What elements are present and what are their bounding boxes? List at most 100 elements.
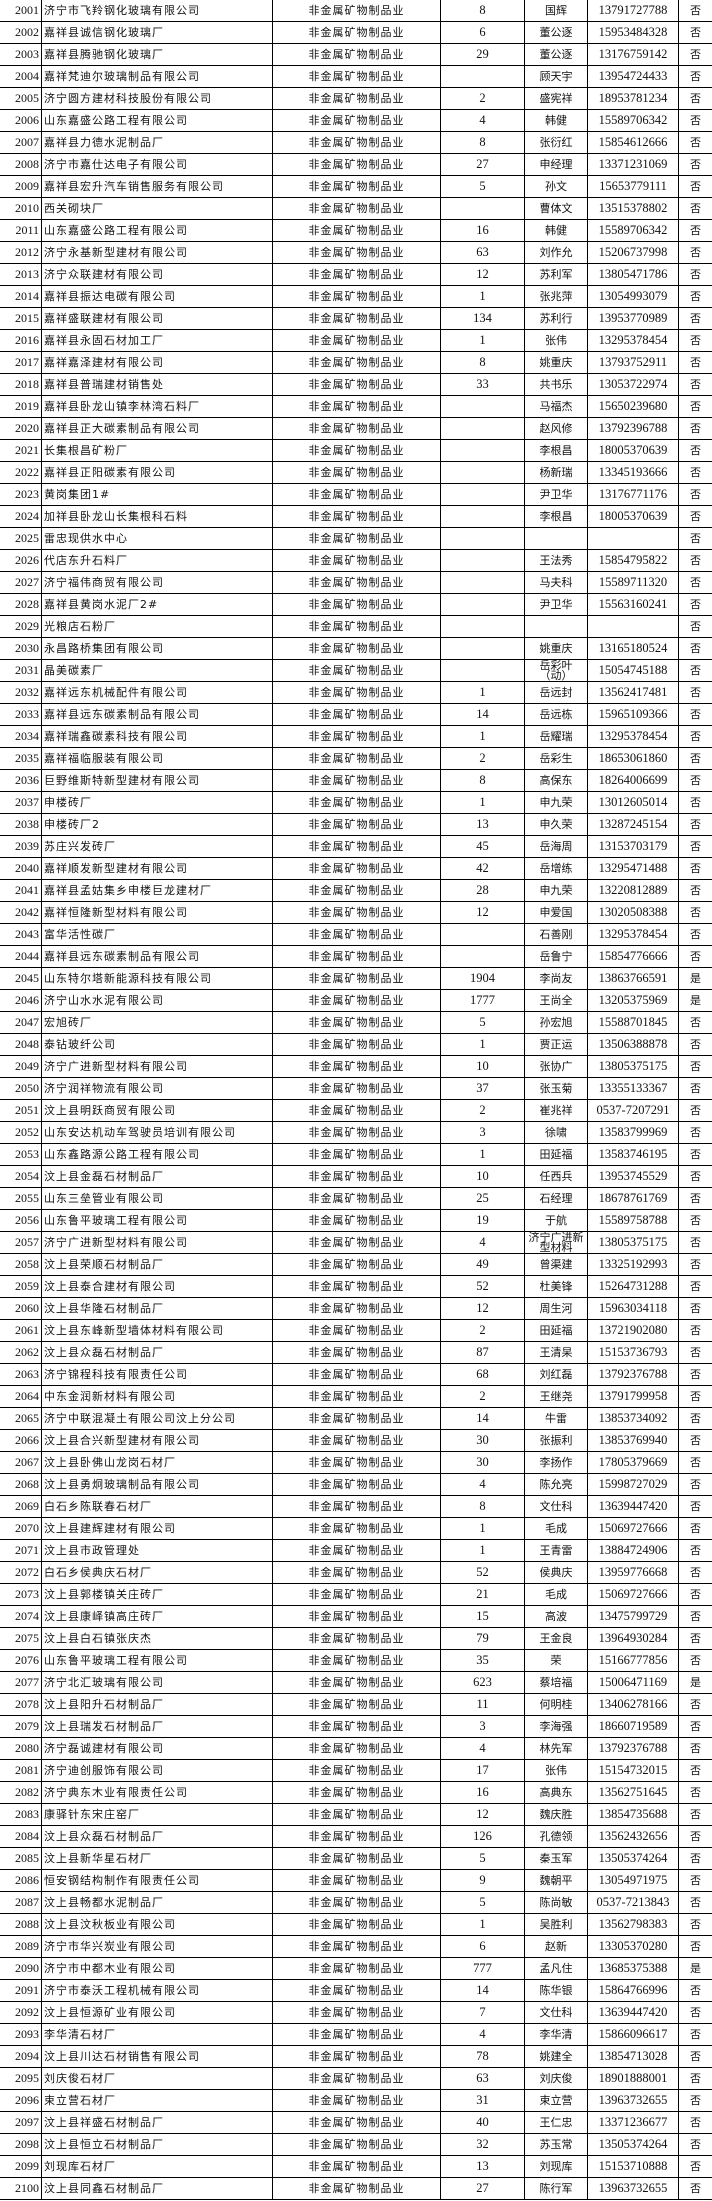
- company-name-cell: 汶上县泰合建材有限公司: [41, 1275, 273, 1298]
- flag-cell: 否: [678, 0, 712, 22]
- company-name-cell: 汶上县众磊石材制品厂: [41, 1825, 273, 1848]
- row-number-cell: 2016: [0, 329, 42, 352]
- industry-cell: 非金属矿物制品业: [272, 1341, 441, 1364]
- flag-cell: 否: [678, 1869, 712, 1892]
- company-name-cell: 加祥县卧龙山长集根科石料: [41, 505, 273, 528]
- company-name-cell: 汶上县汶秋板业有限公司: [41, 1913, 273, 1936]
- phone-cell: 15965109366: [587, 703, 679, 726]
- count-cell: 52: [440, 1561, 525, 1584]
- phone-cell: 13792376788: [587, 1737, 679, 1760]
- row-number-cell: 2093: [0, 2023, 42, 2046]
- table-row: 2031 晶美碳素厂 非金属矿物制品业 岳彩叶（动） 15054745188 否: [0, 659, 712, 682]
- company-name-cell: 济宁福伟商贸有限公司: [41, 571, 273, 594]
- flag-cell: 否: [678, 1627, 712, 1650]
- flag-cell: 否: [678, 2089, 712, 2112]
- industry-cell: 非金属矿物制品业: [272, 1319, 441, 1342]
- row-number-cell: 2067: [0, 1451, 42, 1474]
- company-name-cell: 山东鲁平玻璃工程有限公司: [41, 1649, 273, 1672]
- row-number-cell: 2044: [0, 945, 42, 968]
- phone-cell: 15166777856: [587, 1649, 679, 1672]
- table-row: 2011 山东嘉盛公路工程有限公司 非金属矿物制品业 16 韩健 15589706342 否: [0, 219, 712, 242]
- company-name-cell: 嘉祥县诚信钢化玻璃厂: [41, 21, 273, 44]
- count-cell: 79: [440, 1627, 525, 1650]
- company-name-cell: 汶上县畅都水泥制品厂: [41, 1891, 273, 1914]
- contact-person-cell: 申九荣: [524, 879, 588, 902]
- table-row: 2062 汶上县众磊石材制品厂 非金属矿物制品业 87 王清杲 15153736793 否: [0, 1341, 712, 1364]
- flag-cell: 否: [678, 307, 712, 330]
- flag-cell: 否: [678, 1517, 712, 1540]
- flag-cell: 否: [678, 1715, 712, 1738]
- company-name-cell: 山东三垒管业有限公司: [41, 1187, 273, 1210]
- industry-cell: 非金属矿物制品业: [272, 263, 441, 286]
- flag-cell: 否: [678, 1847, 712, 1870]
- company-name-cell: 济宁市中都木业有限公司: [41, 1957, 273, 1980]
- contact-person-cell: 蔡培福: [524, 1671, 588, 1694]
- count-cell: 28: [440, 879, 525, 902]
- contact-person-cell: 苏利军: [524, 263, 588, 286]
- flag-cell: 否: [678, 1583, 712, 1606]
- row-number-cell: 2018: [0, 373, 42, 396]
- table-row: 2044 嘉祥县远东碳素制品有限公司 非金属矿物制品业 岳鲁宁 15854776666 否: [0, 945, 712, 968]
- phone-cell: 13562751645: [587, 1781, 679, 1804]
- phone-cell: 13854735688: [587, 1803, 679, 1826]
- flag-cell: 否: [678, 263, 712, 286]
- flag-cell: 否: [678, 373, 712, 396]
- count-cell: [440, 417, 525, 440]
- table-row: 2064 中东金润新材料有限公司 非金属矿物制品业 2 王继尧 13791799958 否: [0, 1385, 712, 1408]
- phone-cell: 13805375175: [587, 1231, 679, 1254]
- contact-person-cell: 魏庆胜: [524, 1803, 588, 1826]
- flag-cell: 否: [678, 615, 712, 638]
- industry-cell: 非金属矿物制品业: [272, 1627, 441, 1650]
- contact-person-cell: 申经理: [524, 153, 588, 176]
- count-cell: 777: [440, 1957, 525, 1980]
- table-row: 2053 山东鑫路源公路工程有限公司 非金属矿物制品业 1 田延福 13583746195…: [0, 1143, 712, 1166]
- company-name-cell: 西关砌块厂: [41, 197, 273, 220]
- flag-cell: 是: [678, 1957, 712, 1980]
- row-number-cell: 2085: [0, 1847, 42, 1870]
- row-number-cell: 2019: [0, 395, 42, 418]
- industry-cell: 非金属矿物制品业: [272, 2133, 441, 2156]
- flag-cell: 否: [678, 87, 712, 110]
- industry-cell: 非金属矿物制品业: [272, 1165, 441, 1188]
- company-name-cell: 济宁市嘉仕达电子有限公司: [41, 153, 273, 176]
- industry-cell: 非金属矿物制品业: [272, 1737, 441, 1760]
- industry-cell: 非金属矿物制品业: [272, 87, 441, 110]
- company-name-cell: 汶上县祥盛石材制品厂: [41, 2111, 273, 2134]
- table-row: 2097 汶上县祥盛石材制品厂 非金属矿物制品业 40 王仁忠 13371236677 否: [0, 2111, 712, 2134]
- flag-cell: 否: [678, 1187, 712, 1210]
- table-row: 2024 加祥县卧龙山长集根科石料 非金属矿物制品业 李根昌 18005370639 否: [0, 505, 712, 528]
- contact-person-cell: 共书乐: [524, 373, 588, 396]
- industry-cell: 非金属矿物制品业: [272, 1605, 441, 1628]
- company-name-cell: 嘉祥县振达电碳有限公司: [41, 285, 273, 308]
- contact-person-cell: 王继尧: [524, 1385, 588, 1408]
- phone-cell: [587, 615, 679, 638]
- company-name-cell: 富华活性碳厂: [41, 923, 273, 946]
- row-number-cell: 2047: [0, 1011, 42, 1034]
- industry-cell: 非金属矿物制品业: [272, 1275, 441, 1298]
- flag-cell: 否: [678, 2111, 712, 2134]
- industry-cell: 非金属矿物制品业: [272, 1891, 441, 1914]
- industry-cell: 非金属矿物制品业: [272, 2067, 441, 2090]
- industry-cell: 非金属矿物制品业: [272, 1561, 441, 1584]
- phone-cell: 13176771176: [587, 483, 679, 506]
- contact-person-cell: 韩健: [524, 109, 588, 132]
- phone-cell: 13295471488: [587, 857, 679, 880]
- count-cell: 1: [440, 791, 525, 814]
- company-name-cell: 济宁众联建材有限公司: [41, 263, 273, 286]
- count-cell: 11: [440, 1693, 525, 1716]
- phone-cell: 13792376788: [587, 1363, 679, 1386]
- count-cell: [440, 197, 525, 220]
- phone-cell: 13583746195: [587, 1143, 679, 1166]
- company-name-cell: 嘉祥县远东碳素制品有限公司: [41, 945, 273, 968]
- phone-cell: 13305370280: [587, 1935, 679, 1958]
- phone-cell: 15854776666: [587, 945, 679, 968]
- phone-cell: 13562798383: [587, 1913, 679, 1936]
- phone-cell: 13515378802: [587, 197, 679, 220]
- row-number-cell: 2032: [0, 681, 42, 704]
- industry-cell: 非金属矿物制品业: [272, 549, 441, 572]
- phone-cell: 15650239680: [587, 395, 679, 418]
- company-name-cell: 汶上县明跃商贸有限公司: [41, 1099, 273, 1122]
- row-number-cell: 2055: [0, 1187, 42, 1210]
- contact-person-cell: 申爱国: [524, 901, 588, 924]
- industry-cell: 非金属矿物制品业: [272, 1011, 441, 1034]
